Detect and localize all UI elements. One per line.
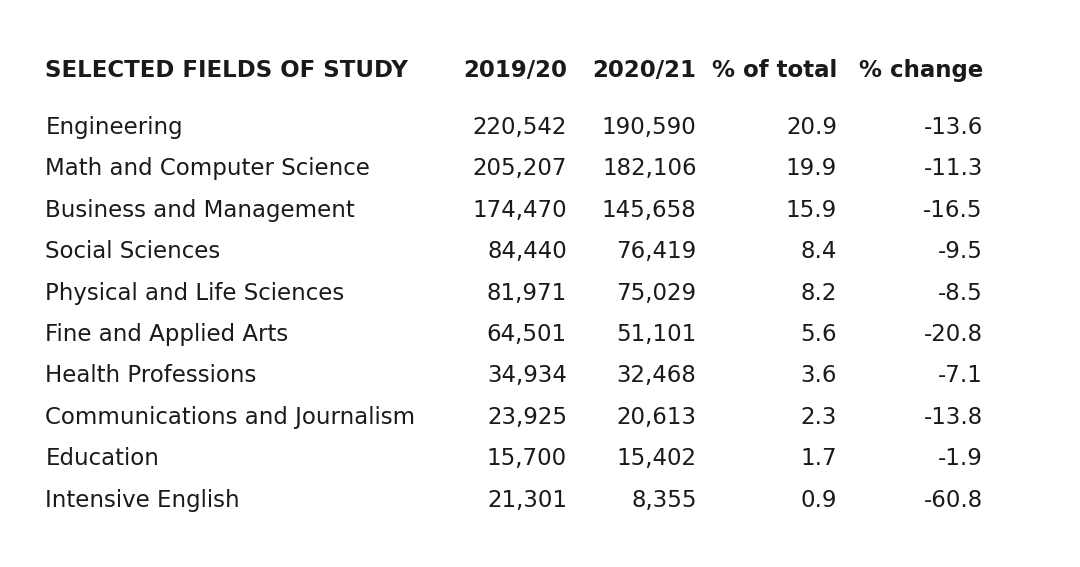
Text: -1.9: -1.9 [937, 447, 983, 470]
Text: SELECTED FIELDS OF STUDY: SELECTED FIELDS OF STUDY [45, 60, 408, 82]
Text: 75,029: 75,029 [617, 282, 697, 304]
Text: Education: Education [45, 447, 159, 470]
Text: -9.5: -9.5 [937, 240, 983, 263]
Text: -7.1: -7.1 [937, 365, 983, 387]
Text: 15.9: 15.9 [786, 199, 837, 222]
Text: 64,501: 64,501 [487, 323, 567, 346]
Text: -16.5: -16.5 [923, 199, 983, 222]
Text: 8,355: 8,355 [631, 489, 697, 511]
Text: 23,925: 23,925 [487, 406, 567, 429]
Text: 15,700: 15,700 [487, 447, 567, 470]
Text: -20.8: -20.8 [923, 323, 983, 346]
Text: 51,101: 51,101 [617, 323, 697, 346]
Text: 145,658: 145,658 [602, 199, 697, 222]
Text: Math and Computer Science: Math and Computer Science [45, 158, 370, 180]
Text: 8.2: 8.2 [800, 282, 837, 304]
Text: 15,402: 15,402 [617, 447, 697, 470]
Text: 2019/20: 2019/20 [463, 60, 567, 82]
Text: Business and Management: Business and Management [45, 199, 355, 222]
Text: 0.9: 0.9 [800, 489, 837, 511]
Text: 20.9: 20.9 [786, 116, 837, 139]
Text: % of total: % of total [712, 60, 837, 82]
Text: 1.7: 1.7 [800, 447, 837, 470]
Text: Communications and Journalism: Communications and Journalism [45, 406, 416, 429]
Text: Social Sciences: Social Sciences [45, 240, 220, 263]
Text: 190,590: 190,590 [602, 116, 697, 139]
Text: 220,542: 220,542 [473, 116, 567, 139]
Text: 81,971: 81,971 [487, 282, 567, 304]
Text: -13.8: -13.8 [923, 406, 983, 429]
Text: Physical and Life Sciences: Physical and Life Sciences [45, 282, 345, 304]
Text: 205,207: 205,207 [473, 158, 567, 180]
Text: 2.3: 2.3 [800, 406, 837, 429]
Text: 182,106: 182,106 [602, 158, 697, 180]
Text: 84,440: 84,440 [487, 240, 567, 263]
Text: Health Professions: Health Professions [45, 365, 257, 387]
Text: -13.6: -13.6 [923, 116, 983, 139]
Text: Fine and Applied Arts: Fine and Applied Arts [45, 323, 288, 346]
Text: 21,301: 21,301 [487, 489, 567, 511]
Text: 76,419: 76,419 [617, 240, 697, 263]
Text: % change: % change [859, 60, 983, 82]
Text: -60.8: -60.8 [923, 489, 983, 511]
Text: 3.6: 3.6 [800, 365, 837, 387]
Text: 5.6: 5.6 [800, 323, 837, 346]
Text: Engineering: Engineering [45, 116, 183, 139]
Text: -8.5: -8.5 [939, 282, 983, 304]
Text: 2020/21: 2020/21 [593, 60, 697, 82]
Text: -11.3: -11.3 [923, 158, 983, 180]
Text: 174,470: 174,470 [472, 199, 567, 222]
Text: 34,934: 34,934 [487, 365, 567, 387]
Text: 19.9: 19.9 [786, 158, 837, 180]
Text: 20,613: 20,613 [617, 406, 697, 429]
Text: 8.4: 8.4 [800, 240, 837, 263]
Text: Intensive English: Intensive English [45, 489, 240, 511]
Text: 32,468: 32,468 [617, 365, 697, 387]
